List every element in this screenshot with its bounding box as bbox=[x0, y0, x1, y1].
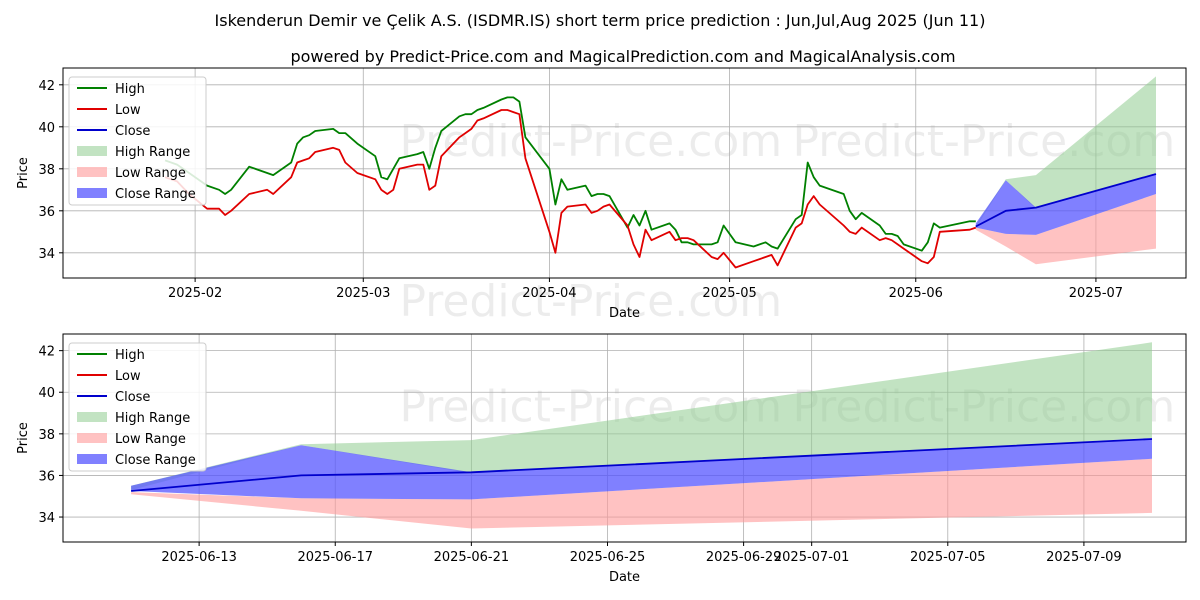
chart-subtitle: powered by Predict-Price.com and Magical… bbox=[290, 47, 955, 66]
legend-swatch bbox=[77, 188, 107, 198]
x-tick-label: 2025-03 bbox=[336, 286, 390, 301]
x-tick-label: 2025-07-01 bbox=[774, 550, 850, 565]
y-tick-label: 40 bbox=[38, 386, 55, 401]
close-range-band bbox=[975, 174, 1156, 235]
legend-label: High Range bbox=[115, 411, 190, 426]
legend-swatch bbox=[77, 412, 107, 422]
x-tick-label: 2025-07-05 bbox=[910, 550, 986, 565]
x-tick-label: 2025-06 bbox=[889, 286, 943, 301]
legend-label: Close Range bbox=[115, 187, 196, 202]
y-tick-label: 34 bbox=[38, 247, 55, 262]
x-tick-label: 2025-06-21 bbox=[434, 550, 510, 565]
bottom-panel: Predict-Price.comPredict-Price.com2025-0… bbox=[16, 333, 1187, 585]
y-tick-label: 40 bbox=[38, 121, 55, 136]
y-tick-label: 36 bbox=[38, 469, 55, 484]
low-line bbox=[164, 109, 977, 269]
legend-label: Close bbox=[115, 390, 150, 405]
top-panel: Predict-Price.com Predict-Price.comPredic… bbox=[16, 67, 1187, 327]
x-tick-label: 2025-06-29 bbox=[706, 550, 782, 565]
x-tick-label: 2025-04 bbox=[522, 286, 576, 301]
low-range-band bbox=[975, 194, 1156, 265]
close-range-band bbox=[131, 439, 1153, 500]
y-tick-label: 36 bbox=[38, 205, 55, 220]
legend-label: Close Range bbox=[115, 453, 196, 468]
legend: High Low Close High Range Low Range Close Ran… bbox=[68, 342, 207, 472]
high-range-band bbox=[131, 342, 1153, 490]
plot-frame bbox=[62, 333, 1187, 543]
close-line bbox=[975, 173, 1157, 228]
legend-swatch bbox=[77, 146, 107, 156]
high-range-band bbox=[975, 76, 1156, 228]
legend-label: Low bbox=[115, 103, 141, 118]
legend-label: High bbox=[115, 348, 145, 363]
x-axis-label: Date bbox=[609, 570, 640, 585]
legend-swatch bbox=[77, 433, 107, 443]
plot-frame bbox=[62, 67, 1187, 279]
y-tick-label: 38 bbox=[38, 428, 55, 443]
x-tick-label: 2025-07-09 bbox=[1046, 550, 1122, 565]
legend-label: Low Range bbox=[115, 166, 186, 181]
legend-swatch bbox=[77, 167, 107, 177]
chart-title: Iskenderun Demir ve Çelik A.S. (ISDMR.IS… bbox=[215, 11, 986, 30]
x-tick-label: 2025-06-17 bbox=[297, 550, 373, 565]
legend-label: Low bbox=[115, 369, 141, 384]
legend-label: Low Range bbox=[115, 432, 186, 447]
high-line bbox=[164, 96, 976, 252]
legend: High Low Close High Range Low Range Close Ran… bbox=[68, 76, 207, 206]
y-tick-label: 42 bbox=[38, 345, 55, 360]
low-range-band bbox=[131, 458, 1153, 529]
legend-label: High bbox=[115, 82, 145, 97]
legend-swatch bbox=[77, 454, 107, 464]
y-axis-label: Price bbox=[16, 157, 31, 189]
x-tick-label: 2025-07 bbox=[1069, 286, 1123, 301]
y-axis-label: Price bbox=[16, 422, 31, 454]
legend-label: Close bbox=[115, 124, 150, 139]
y-tick-label: 42 bbox=[38, 79, 55, 94]
x-tick-label: 2025-02 bbox=[168, 286, 222, 301]
x-axis-label: Date bbox=[609, 306, 640, 321]
y-tick-label: 34 bbox=[38, 511, 55, 526]
watermark-text: Predict-Price.com bbox=[399, 116, 782, 167]
legend-label: High Range bbox=[115, 145, 190, 160]
x-tick-label: 2025-06-25 bbox=[570, 550, 646, 565]
x-tick-label: 2025-06-13 bbox=[161, 550, 237, 565]
watermark-text: Predict-Price.com bbox=[399, 276, 782, 327]
close-line bbox=[131, 438, 1153, 492]
y-tick-label: 38 bbox=[38, 163, 55, 178]
x-tick-label: 2025-05 bbox=[702, 286, 756, 301]
